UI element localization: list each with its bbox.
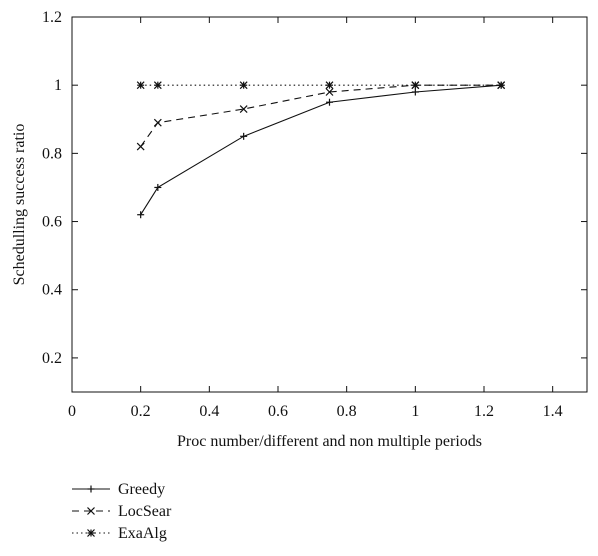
x-tick-label: 0.4: [199, 403, 219, 420]
data-point-greedy: [137, 211, 145, 219]
x-tick-label: 1: [411, 403, 419, 420]
data-point-greedy: [154, 183, 162, 191]
data-point-exaalg: [325, 81, 334, 90]
data-point-greedy: [326, 98, 333, 106]
data-point-exaalg: [153, 81, 162, 90]
y-axis-title: Schedulling success ratio: [11, 124, 28, 286]
data-point-locsear: [136, 142, 145, 151]
data-point-exaalg: [239, 81, 248, 90]
legend-label-greedy: Greedy: [118, 481, 165, 498]
y-tick-label: 0.8: [42, 145, 62, 162]
data-point-locsear: [325, 88, 334, 96]
data-point-exaalg: [411, 81, 420, 90]
x-tick-label: 0.6: [268, 403, 288, 420]
data-point-greedy: [411, 88, 419, 96]
y-tick-label: 1: [54, 77, 62, 94]
x-tick-label: 0.8: [337, 403, 357, 420]
x-tick-label: 0: [68, 403, 76, 420]
data-point-exaalg: [136, 81, 145, 90]
x-axis-title: Proc number/different and non multiple p…: [177, 433, 482, 450]
data-point-exaalg: [497, 81, 506, 90]
legend-marker-exaalg: [87, 529, 95, 537]
data-point-greedy: [240, 132, 248, 140]
y-tick-label: 0.6: [42, 214, 62, 231]
series-line-greedy: [140, 84, 502, 216]
x-tick-label: 1.2: [474, 403, 494, 420]
legend-marker-locsear: [87, 507, 95, 515]
legend-label-locsear: LocSear: [118, 503, 172, 520]
series-line-locsear: [140, 84, 502, 147]
data-point-locsear: [239, 105, 248, 113]
plot-frame: [71, 16, 588, 393]
x-tick-label: 0.2: [131, 403, 151, 420]
y-tick-label: 0.2: [42, 350, 62, 367]
legend-label-exaalg: ExaAlg: [118, 525, 167, 542]
x-tick-label: 1.4: [543, 403, 563, 420]
y-tick-label: 0.4: [42, 282, 62, 299]
data-point-locsear: [153, 118, 162, 127]
y-tick-label: 1.2: [42, 9, 62, 26]
legend-marker-greedy: [87, 485, 95, 493]
